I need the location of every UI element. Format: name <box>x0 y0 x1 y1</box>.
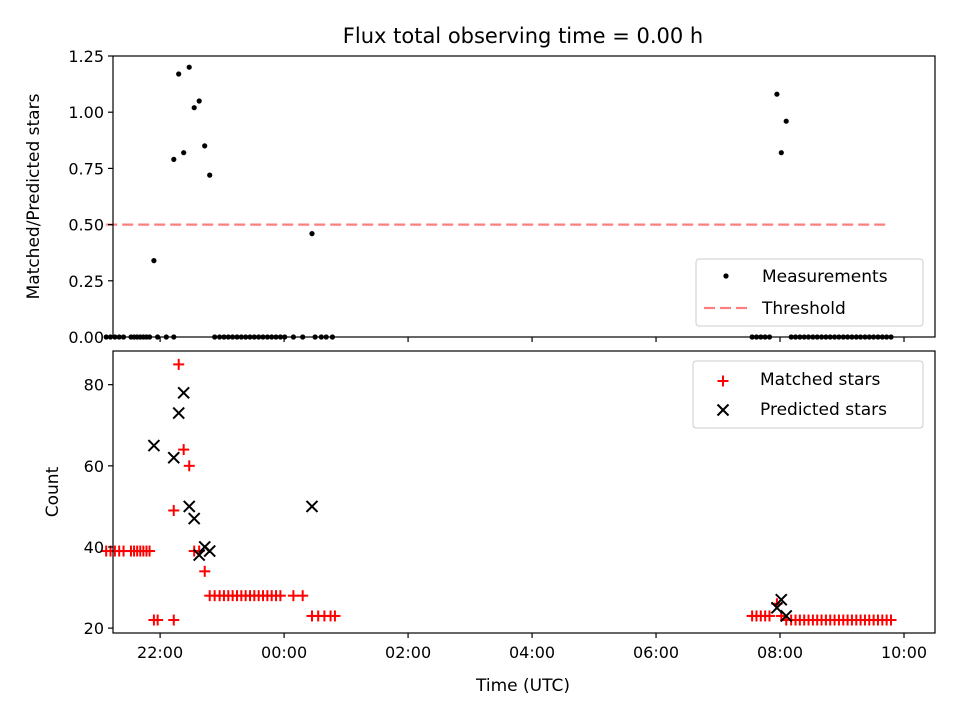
predicted-star-marker <box>147 439 161 452</box>
matched-star-marker <box>183 460 195 472</box>
predicted-star-marker <box>183 500 196 513</box>
count-points <box>100 358 897 626</box>
matched-star-marker <box>287 590 299 602</box>
matched-star-marker <box>274 590 286 602</box>
matched-star-marker <box>144 545 156 557</box>
x-tick-label: 06:00 <box>633 643 679 662</box>
matched-star-marker <box>329 610 341 622</box>
measurement-point <box>309 231 315 237</box>
bottom-axes-frame <box>112 350 936 634</box>
predicted-star-marker <box>780 609 793 623</box>
x-tick-label: 10:00 <box>881 643 927 662</box>
measurement-point <box>186 64 192 70</box>
bottom-panel: 20 40 60 80 22:00 00:00 02:00 04:00 06:00 08:00 10… <box>43 350 936 662</box>
matched-star-marker <box>152 614 164 626</box>
matched-star-marker <box>178 444 190 456</box>
legend-matched-marker <box>717 375 729 387</box>
bottom-y-tick-label: 40 <box>84 538 104 557</box>
top-legend-box <box>695 258 924 327</box>
top-y-axis-label: Matched/Predicted stars <box>24 93 44 299</box>
top-axes-frame <box>112 55 936 338</box>
matched-star-marker <box>173 358 185 370</box>
x-tick-label: 00:00 <box>261 643 307 662</box>
predicted-star-marker <box>203 544 216 558</box>
measurement-point <box>774 91 780 97</box>
bottom-y-tick-label: 80 <box>84 376 104 395</box>
measurement-point <box>151 258 157 264</box>
measurement-point <box>196 98 202 104</box>
predicted-star-marker <box>188 512 201 525</box>
measurement-point <box>181 150 187 156</box>
predicted-star-marker <box>775 593 788 606</box>
chart-title: Flux total observing time = 0.00 h <box>343 24 703 48</box>
top-y-tick-label: 1.25 <box>68 47 104 66</box>
top-y-tick-label: 1.00 <box>68 103 104 122</box>
matched-star-marker <box>297 590 309 602</box>
matched-star-marker <box>168 614 180 626</box>
predicted-star-marker <box>305 500 319 513</box>
top-y-tick-label: 0.25 <box>68 272 104 291</box>
measurement-point <box>171 156 177 162</box>
top-y-tick-label: 0.75 <box>68 159 104 178</box>
legend-measurement-marker <box>723 273 729 279</box>
x-axis-label: Time (UTC) <box>475 676 570 696</box>
x-tick-label: 22:00 <box>137 643 183 662</box>
matched-star-marker <box>885 614 897 626</box>
measurement-point <box>103 334 109 340</box>
x-tick-label: 08:00 <box>757 643 803 662</box>
measurement-point <box>783 118 789 124</box>
measurement-point <box>778 150 784 156</box>
bottom-legend: Matched stars Predicted stars <box>692 360 924 429</box>
matched-star-marker <box>199 565 211 577</box>
top-y-tick-label: 0.00 <box>68 328 104 347</box>
top-panel: 0.00 0.25 0.50 0.75 1.00 1.25 Matched/Predict… <box>24 47 936 347</box>
bottom-y-tick-label: 20 <box>84 619 104 638</box>
legend-predicted-marker <box>716 403 730 417</box>
predicted-star-marker <box>172 406 185 420</box>
legend-matched-label: Matched stars <box>760 370 880 390</box>
bottom-y-tick-label: 60 <box>84 457 104 476</box>
legend-threshold-label: Threshold <box>761 299 846 319</box>
top-y-tick-label: 0.50 <box>68 216 104 235</box>
measurement-point <box>202 143 208 149</box>
bottom-legend-box <box>692 360 924 429</box>
matched-star-marker <box>763 610 775 622</box>
predicted-star-marker <box>177 386 190 399</box>
x-tick-label: 04:00 <box>509 643 555 662</box>
measurement-point <box>207 172 213 178</box>
top-axis-ticks: 0.00 0.25 0.50 0.75 1.00 1.25 <box>68 47 905 347</box>
legend-measurements-label: Measurements <box>762 267 888 287</box>
measurement-point <box>176 71 182 77</box>
predicted-star-marker <box>192 548 206 562</box>
legend-predicted-label: Predicted stars <box>760 400 887 420</box>
top-legend: Measurements Threshold <box>695 258 924 327</box>
matched-star-marker <box>168 504 180 516</box>
bottom-axis-ticks: 20 40 60 80 22:00 00:00 02:00 04:00 06:00 08:00 10… <box>84 376 927 662</box>
bottom-y-axis-label: Count <box>43 466 63 517</box>
predicted-star-marker <box>167 451 180 464</box>
measurement-point <box>191 105 197 111</box>
x-tick-label: 02:00 <box>385 643 431 662</box>
